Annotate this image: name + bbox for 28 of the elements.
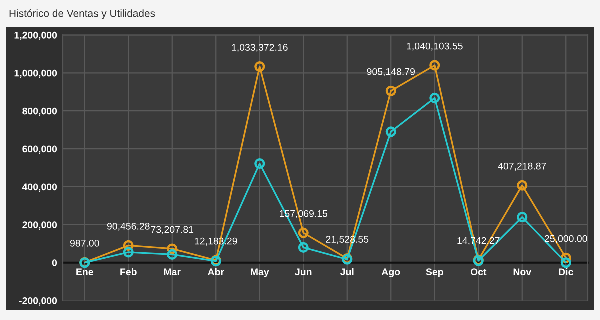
x-tick-label: Oct [470, 268, 487, 276]
y-tick-label: 400,000 [22, 184, 58, 192]
data-label: 90,456.28 [107, 223, 150, 232]
y-tick-label: -200,000 [19, 298, 58, 306]
x-tick-label: Ene [76, 268, 94, 276]
y-tick-label: 200,000 [22, 222, 58, 230]
y-tick-label: 1,200,000 [14, 32, 58, 40]
y-tick-label: 0 [52, 260, 58, 266]
x-tick-label: Feb [120, 268, 137, 276]
y-tick-label: 1,000,000 [14, 70, 58, 78]
data-label: 1,033,372.16 [232, 44, 288, 52]
data-label: 73,207.81 [151, 226, 194, 234]
x-tick-label: Jul [340, 268, 354, 276]
x-tick-label: Ago [382, 268, 400, 278]
y-tick-label: 600,000 [22, 146, 58, 154]
x-tick-label: Nov [514, 268, 532, 276]
data-label: 987.00 [70, 240, 100, 247]
x-tick-label: Jun [295, 268, 312, 276]
data-label: 407,218.87 [498, 162, 546, 171]
chart-title: Histórico de Ventas y Utilidades [10, 9, 156, 20]
x-tick-label: Dic [559, 268, 574, 276]
x-tick-label: Abr [208, 268, 224, 276]
y-tick-label: 800,000 [22, 108, 58, 116]
data-label: 1,040,103.55 [407, 42, 463, 51]
data-label: 905,148.79 [367, 68, 415, 76]
x-tick-label: Sep [426, 268, 444, 278]
x-tick-label: May [251, 268, 270, 278]
x-tick-label: Mar [164, 268, 181, 276]
